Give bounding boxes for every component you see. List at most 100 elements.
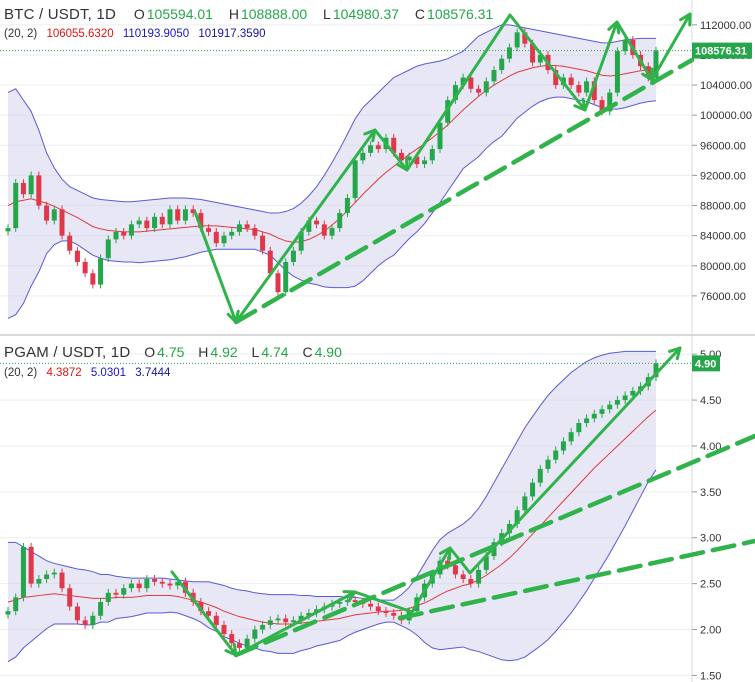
btc-symbol[interactable]: BTC / USDT, 1D — [4, 6, 116, 23]
pgam-candle — [74, 606, 80, 621]
btc-candle — [460, 77, 466, 86]
btc-tick-label: 80000.00 — [700, 261, 746, 273]
btc-candle — [236, 224, 242, 232]
pgam-candle — [283, 618, 289, 623]
btc-tick-label: 92000.00 — [700, 170, 746, 182]
btc-candle — [537, 54, 543, 63]
btc-bollinger-legend[interactable]: (20, 2) 106055.6320 110193.9050 101917.3… — [4, 28, 265, 40]
pgam-candle — [144, 579, 150, 589]
btc-candle — [514, 32, 520, 48]
pgam-tick-label: 4.00 — [700, 441, 721, 453]
btc-close-value: 108576.31 — [427, 6, 494, 22]
pgam-candle — [229, 634, 235, 644]
btc-bb-lower: 101917.3590 — [198, 28, 266, 40]
btc-candle — [252, 228, 258, 236]
btc-candle — [406, 156, 412, 161]
pgam-candle — [445, 560, 451, 566]
pgam-candle — [368, 603, 374, 607]
btc-candle — [499, 58, 505, 70]
pgam-arrow-head-2 — [342, 590, 357, 603]
btc-open-label: O — [133, 6, 145, 22]
pgam-candle — [36, 579, 42, 584]
btc-candle — [136, 220, 142, 225]
btc-candle — [599, 100, 605, 112]
btc-candle — [360, 152, 366, 161]
pgam-symbol[interactable]: PGAM / USDT, 1D — [4, 344, 131, 361]
pgam-candle — [476, 569, 482, 584]
pgam-candle — [553, 450, 559, 460]
pgam-candle — [522, 496, 528, 511]
pgam-high-label: H — [198, 344, 209, 360]
btc-candle — [522, 32, 528, 44]
pgam-candle — [622, 395, 628, 401]
btc-lower-band — [7, 96, 657, 319]
btc-candle — [267, 250, 273, 274]
pgam-support-dashed-line-upper — [233, 433, 755, 658]
pgam-tick-label: 2.00 — [700, 625, 721, 637]
btc-upper-band — [7, 24, 656, 214]
pgam-candle — [537, 468, 543, 483]
btc-candle — [229, 231, 235, 236]
btc-candle — [121, 231, 127, 236]
btc-candle — [391, 137, 397, 153]
btc-bb-params: (20, 2) — [4, 28, 38, 40]
pgam-candle — [591, 413, 597, 419]
btc-candle — [352, 160, 358, 198]
pgam-open-label: O — [144, 344, 156, 360]
btc-header: BTC / USDT, 1D O 105594.01 H 108888.00 L 10… — [4, 6, 495, 23]
pgam-low-value: 4.74 — [261, 344, 289, 360]
btc-candle — [213, 231, 219, 244]
btc-candle — [576, 85, 582, 93]
btc-candle — [20, 182, 26, 195]
btc-candle — [90, 273, 96, 285]
pgam-candle — [530, 482, 536, 497]
pgam-candle — [267, 620, 273, 625]
pgam-candle — [213, 615, 219, 625]
btc-candle — [167, 209, 173, 225]
btc-candle — [36, 175, 42, 206]
pgam-support-dashed-line-lower — [397, 538, 755, 621]
btc-candle — [321, 224, 327, 236]
pgam-candle — [298, 615, 304, 621]
pgam-header: PGAM / USDT, 1D O 4.75 H 4.92 L 4.74 C 4.90 — [4, 344, 344, 361]
btc-candle — [198, 213, 204, 229]
btc-candle — [260, 235, 266, 251]
pgam-bb-basis: 4.3872 — [46, 367, 82, 379]
pgam-candle — [576, 423, 582, 433]
btc-candle — [67, 235, 73, 251]
pgam-candle — [159, 581, 165, 584]
pgam-arrow-head-3 — [438, 546, 452, 561]
pgam-bollinger-legend[interactable]: (20, 2) 4.3872 5.0301 3.7444 — [4, 367, 170, 379]
btc-arrow-head-5 — [607, 20, 621, 35]
pgam-candle — [90, 615, 96, 625]
btc-trend-arrow-path — [193, 12, 692, 324]
btc-bb-basis: 106055.6320 — [46, 28, 114, 40]
btc-low-label: L — [323, 6, 331, 22]
btc-trend-arrow-head — [679, 12, 692, 27]
pgam-candle — [44, 574, 50, 580]
btc-candle — [491, 70, 497, 82]
btc-candle — [5, 228, 11, 232]
btc-candle — [44, 205, 50, 221]
btc-candle — [314, 220, 320, 225]
pgam-candle — [198, 601, 204, 612]
pgam-bb-params: (20, 2) — [4, 367, 38, 379]
btc-tick-label: 84000.00 — [700, 231, 746, 243]
pgam-candle — [375, 606, 381, 612]
btc-candle — [452, 85, 458, 101]
btc-tick-label: 112000.00 — [700, 20, 751, 32]
pgam-candle — [452, 565, 458, 575]
btc-candle — [653, 50, 659, 78]
btc-candle — [584, 81, 590, 93]
btc-candle — [190, 209, 196, 214]
pgam-bb-upper: 5.0301 — [90, 367, 127, 379]
btc-support-dashed-line — [233, 57, 695, 325]
pgam-lower-band — [7, 469, 657, 663]
btc-candle — [152, 216, 158, 229]
pgam-candle — [128, 583, 134, 589]
pgam-candle — [275, 618, 281, 621]
pgam-candle — [113, 592, 119, 595]
btc-panel: 76000.00 80000.00 84000.00 88000.00 92000.00… — [0, 20, 752, 319]
